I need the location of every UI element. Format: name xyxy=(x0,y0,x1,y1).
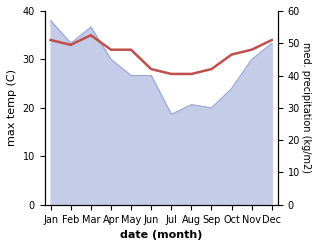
Y-axis label: max temp (C): max temp (C) xyxy=(7,69,17,146)
Y-axis label: med. precipitation (kg/m2): med. precipitation (kg/m2) xyxy=(301,42,311,173)
X-axis label: date (month): date (month) xyxy=(120,230,203,240)
